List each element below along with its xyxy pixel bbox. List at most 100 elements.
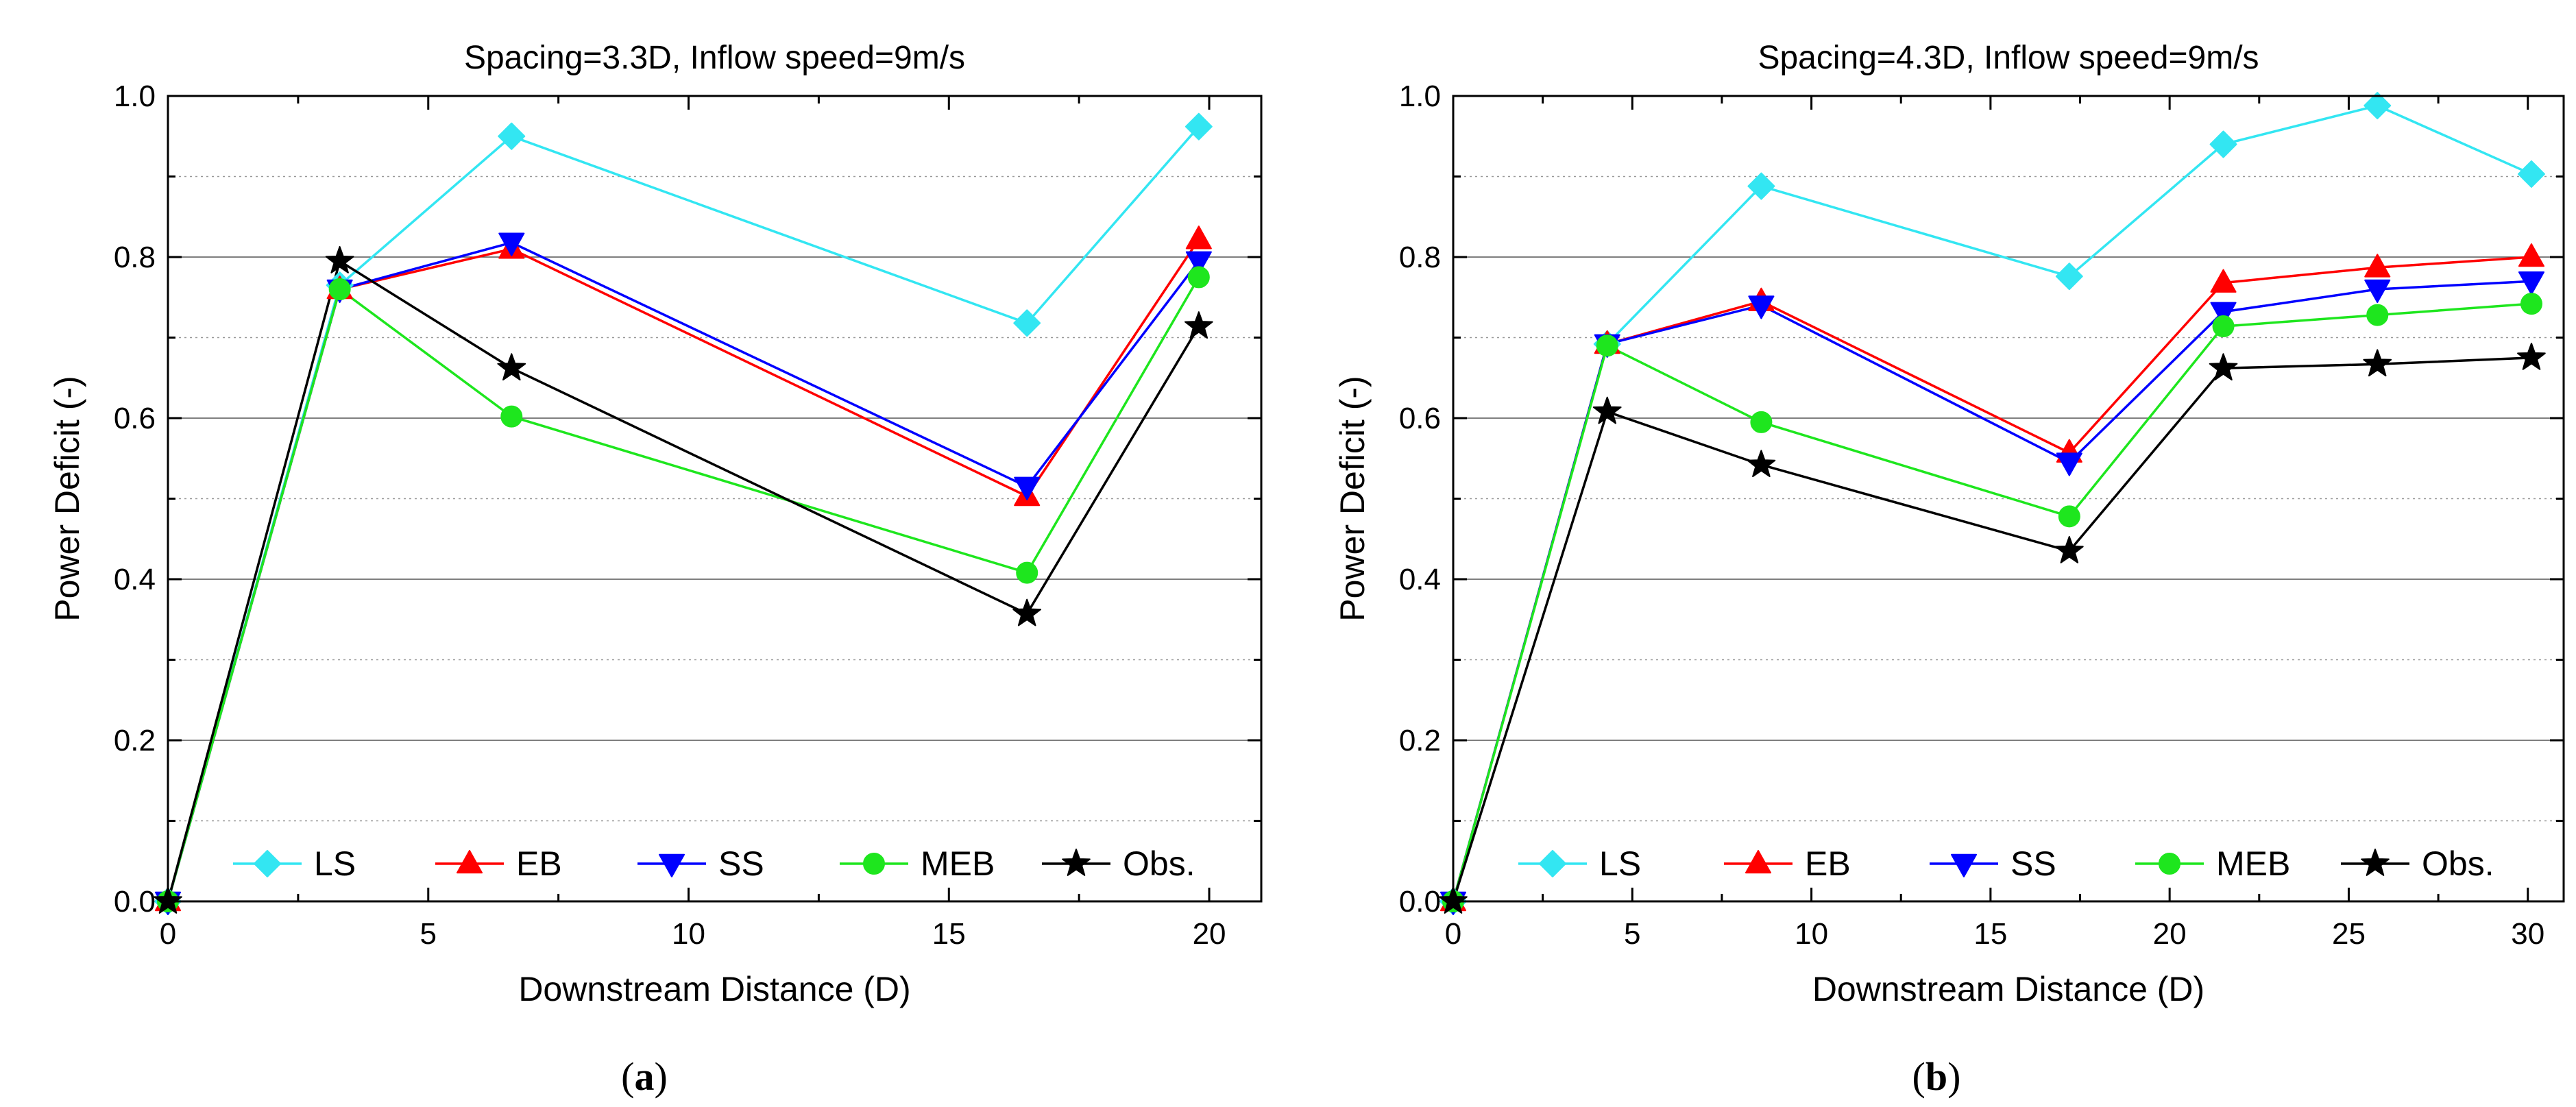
data-point-obs: [2363, 349, 2392, 377]
x-tick-label: 5: [420, 917, 437, 951]
legend-label: Obs.: [2422, 844, 2494, 883]
legend-item-eb: EB: [435, 844, 562, 883]
legend-label: SS: [718, 844, 764, 883]
data-point-ss: [2518, 271, 2545, 295]
legend-label: SS: [2010, 844, 2056, 883]
data-point-obs: [2209, 353, 2238, 381]
y-tick-label: 1.0: [1399, 80, 1441, 113]
legend-item-obs: Obs.: [1042, 844, 1195, 883]
data-point-meb: [2058, 505, 2080, 528]
legend-label: LS: [314, 844, 356, 883]
x-tick-label: 5: [1624, 917, 1640, 951]
series-line-ss: [167, 241, 1200, 902]
y-tick-label: 0.6: [114, 402, 156, 435]
data-point-eb: [2364, 254, 2391, 278]
data-point-meb: [2366, 304, 2389, 326]
y-tick-label: 0.0: [114, 885, 156, 919]
legend-item-ls: LS: [233, 844, 356, 883]
x-tick-label: 0: [160, 917, 176, 951]
y-tick-label: 0.2: [1399, 724, 1441, 757]
legend-item-ls: LS: [1518, 844, 1641, 883]
y-tick-label: 0.4: [1399, 563, 1441, 596]
x-tick-label: 20: [1193, 917, 1226, 951]
series-line-meb: [1452, 302, 2532, 902]
y-tick-label: 0.4: [114, 563, 156, 596]
data-point-ss: [1185, 251, 1212, 275]
legend-swatch-marker: [863, 853, 885, 875]
legend: LS EB SS MEB Obs.: [233, 844, 1195, 883]
legend-label: EB: [1805, 844, 1851, 883]
data-point-ls: [1747, 172, 1775, 200]
data-point-eb: [1185, 226, 1212, 250]
y-tick-label: 0.6: [1399, 402, 1441, 435]
x-tick-label: 0: [1445, 917, 1461, 951]
legend-label: Obs.: [1123, 844, 1195, 883]
legend-swatch-marker: [658, 853, 685, 877]
data-point-meb: [500, 405, 523, 428]
legend-label: EB: [516, 844, 562, 883]
data-point-ss: [2210, 302, 2237, 326]
data-point-obs: [497, 353, 526, 381]
y-axis-label: Power Deficit (-): [48, 376, 86, 621]
data-point-ss: [2364, 279, 2391, 303]
data-point-ss: [1748, 295, 1775, 319]
chart-title: Spacing=4.3D, Inflow speed=9m/s: [1758, 40, 2259, 76]
legend-swatch-marker: [254, 850, 281, 877]
data-point-meb: [2212, 315, 2235, 338]
data-point-ss: [1014, 476, 1041, 500]
legend-item-eb: EB: [1724, 844, 1851, 883]
chart-panel-a: 0.0 0.2 0.4 0.6 0.8 1.0 0 5 10 15 20 Spacing=3.3D, …: [48, 40, 1263, 1099]
x-tick-label: 15: [932, 917, 966, 951]
chart-title: Spacing=3.3D, Inflow speed=9m/s: [464, 40, 965, 76]
legend-swatch-marker: [2159, 853, 2180, 875]
series-line-obs: [1452, 356, 2532, 902]
data-point-ls: [498, 122, 526, 150]
x-tick-label: 10: [672, 917, 705, 951]
plot-frame: [167, 95, 1263, 903]
x-tick-label: 25: [2332, 917, 2366, 951]
legend-swatch-marker: [2361, 849, 2390, 876]
legend-label: MEB: [2216, 844, 2290, 883]
x-tick-label: 10: [1795, 917, 1828, 951]
y-tick-label: 0.0: [1399, 885, 1441, 919]
y-axis-label: Power Deficit (-): [1333, 376, 1372, 621]
legend-item-meb: MEB: [840, 844, 995, 883]
data-point-meb: [2520, 293, 2542, 315]
panel-label: (a): [621, 1054, 668, 1099]
data-point-meb: [1750, 411, 1773, 433]
data-point-eb: [2210, 269, 2237, 293]
data-point-obs: [2517, 343, 2546, 370]
y-tick-label: 0.2: [114, 724, 156, 757]
data-point-ss: [498, 232, 525, 256]
x-axis-label: Downstream Distance (D): [518, 970, 910, 1008]
data-point-ls: [1013, 309, 1041, 337]
data-point-ss: [2056, 452, 2082, 476]
data-point-obs: [1012, 598, 1042, 627]
series-line-ls: [167, 125, 1200, 902]
data-point-ls: [2055, 263, 2083, 291]
legend-item-ss: SS: [637, 844, 764, 883]
data-point-meb: [1016, 561, 1038, 584]
legend-label: MEB: [921, 844, 995, 883]
legend-swatch-marker: [1950, 853, 1978, 877]
legend-item-obs: Obs.: [2341, 844, 2494, 883]
data-point-meb: [1187, 266, 1210, 289]
data-point-obs: [2055, 536, 2084, 563]
legend-swatch-marker: [456, 850, 483, 874]
series-line-eb: [167, 239, 1200, 902]
legend-item-meb: MEB: [2135, 844, 2290, 883]
legend: LS EB SS MEB Obs.: [1518, 844, 2494, 883]
data-point-ls: [2209, 130, 2237, 158]
x-tick-label: 15: [1973, 917, 2007, 951]
y-tick-label: 0.8: [1399, 241, 1441, 274]
series-line-obs: [167, 260, 1200, 902]
data-point-obs: [325, 246, 354, 273]
data-point-obs: [1184, 311, 1213, 339]
legend-swatch-marker: [1062, 849, 1091, 876]
legend-swatch-marker: [1539, 850, 1566, 877]
data-point-ls: [2517, 160, 2545, 188]
legend-swatch-marker: [1745, 850, 1772, 874]
data-point-obs: [1747, 450, 1776, 478]
x-tick-label: 30: [2511, 917, 2544, 951]
